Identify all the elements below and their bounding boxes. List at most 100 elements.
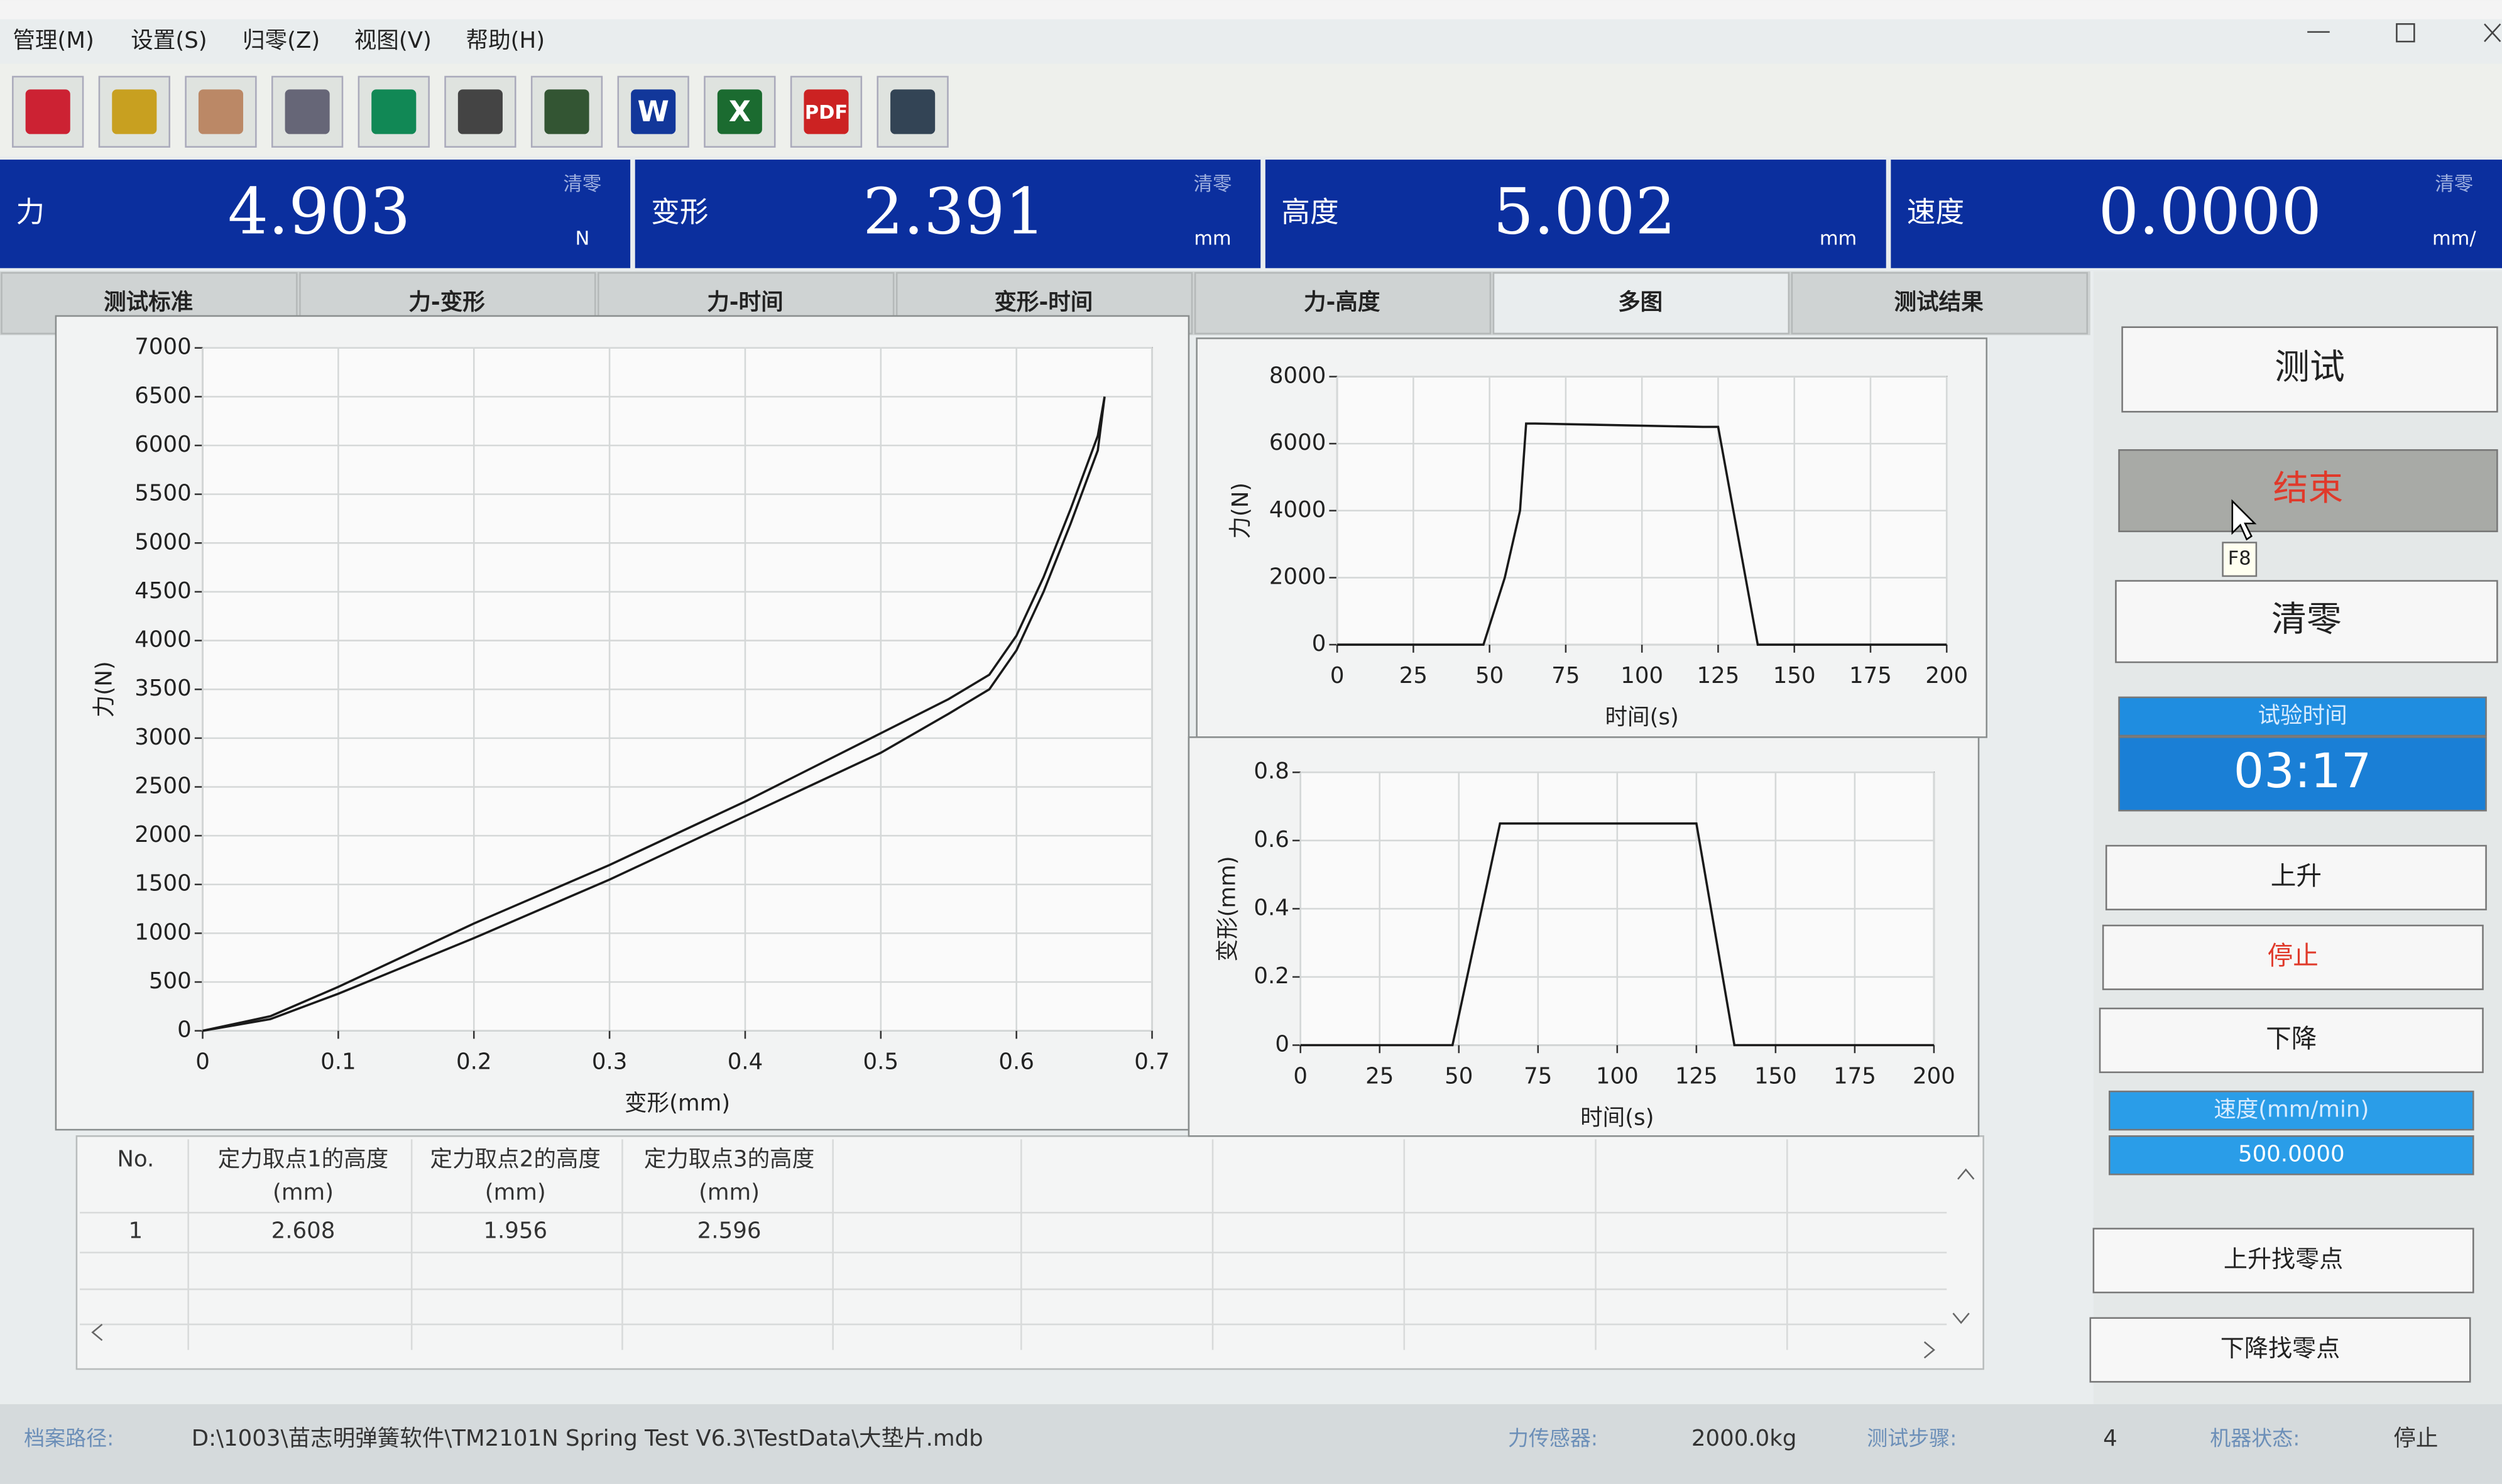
x-tick-label: 25	[1399, 663, 1428, 689]
title-bar	[0, 0, 2502, 19]
tab-label: 多图	[1618, 290, 1663, 315]
menu-item[interactable]: 帮助(H)	[466, 28, 545, 53]
button-label: 清零	[2271, 599, 2342, 640]
speed-value-label: 500.0000	[2238, 1142, 2345, 1167]
y-tick-label: 0	[1275, 1032, 1289, 1057]
maximize-button[interactable]	[2396, 23, 2415, 43]
status-bar	[0, 1404, 2502, 1484]
button-label: 上升	[2271, 861, 2322, 891]
readout-value: 2.391	[863, 175, 1046, 249]
scroll-right[interactable]	[1923, 1341, 1935, 1359]
button[interactable]	[2102, 924, 2484, 990]
tab-label: 测试结果	[1894, 290, 1984, 315]
status-label: 档案路径:	[24, 1426, 114, 1450]
y-tick-label: 500	[149, 968, 192, 994]
readout-value: 4.903	[228, 175, 411, 249]
readout-label: 高度	[1281, 195, 1338, 229]
menu-item[interactable]: 视图(V)	[354, 28, 432, 53]
readout-unit: mm/	[2432, 228, 2476, 250]
y-tick-label: 2500	[134, 773, 191, 799]
x-tick-label: 125	[1675, 1063, 1718, 1089]
toolbar-label: W	[637, 95, 669, 128]
readout-clear[interactable]: 清零	[563, 173, 601, 195]
table-cell: 1	[129, 1218, 143, 1244]
x-tick-label: 100	[1596, 1063, 1639, 1089]
readout-clear[interactable]: 清零	[1194, 173, 1232, 195]
speed-header	[2109, 1090, 2474, 1131]
status-value: 2000.0kg	[1691, 1426, 1797, 1451]
button[interactable]	[2121, 326, 2498, 413]
table-header: 定力取点1的高度	[218, 1146, 388, 1172]
x-tick-label: 0.3	[592, 1049, 628, 1074]
tooltip	[2222, 542, 2258, 577]
readout-value: 5.002	[1493, 175, 1676, 249]
button[interactable]	[2092, 1228, 2474, 1294]
tab[interactable]	[1194, 272, 1492, 335]
y-tick-label: 5500	[134, 481, 191, 506]
x-tick-label: 125	[1697, 663, 1740, 689]
readout-value: 0.0000	[2099, 175, 2322, 249]
toolbar-icon	[198, 89, 244, 134]
button-label: 停止	[2268, 941, 2319, 971]
tab-label: 变形-时间	[994, 290, 1093, 315]
menu-item[interactable]: 管理(M)	[13, 28, 94, 53]
y-tick-label: 6500	[134, 383, 191, 408]
close-button[interactable]	[2484, 23, 2501, 42]
table-header-unit: (mm)	[699, 1180, 760, 1206]
button[interactable]	[2118, 449, 2498, 533]
table-cell: 1.956	[483, 1218, 547, 1244]
x-tick-label: 0.5	[863, 1049, 899, 1074]
tooltip-label: F8	[2228, 548, 2251, 570]
y-tick-label: 3500	[134, 675, 191, 701]
y-tick-label: 0.2	[1254, 963, 1289, 989]
y-tick-label: 4000	[134, 627, 191, 653]
timer-header	[2118, 696, 2487, 737]
readout-label: 变形	[651, 195, 708, 229]
button[interactable]	[2099, 1007, 2484, 1073]
x-tick-label: 75	[1524, 1063, 1552, 1089]
y-tick-label: 2000	[134, 822, 191, 848]
x-tick-label: 175	[1833, 1063, 1876, 1089]
x-tick-label: 0	[195, 1049, 210, 1074]
status-value: 停止	[2393, 1426, 2438, 1451]
toolbar-label: X	[729, 95, 751, 128]
toolbar-icon	[890, 89, 936, 134]
data-line	[202, 396, 1106, 1032]
readout-panel	[0, 160, 631, 268]
button[interactable]	[2115, 580, 2498, 663]
tab[interactable]	[1492, 272, 1790, 335]
readout-label: 力	[16, 195, 45, 229]
scroll-left[interactable]	[91, 1323, 103, 1341]
x-tick-label: 150	[1754, 1063, 1797, 1089]
button[interactable]	[2105, 844, 2487, 910]
tab-label: 力-变形	[408, 290, 485, 315]
y-tick-label: 4000	[1269, 497, 1326, 523]
x-tick-label: 75	[1551, 663, 1580, 689]
readout-panel	[1891, 160, 2502, 268]
readout-unit: N	[576, 228, 590, 250]
table-cell: 2.608	[271, 1218, 336, 1244]
status-label: 力传感器:	[1508, 1426, 1598, 1450]
tab[interactable]	[1791, 272, 2088, 335]
speed-value	[2109, 1135, 2474, 1176]
scroll-up[interactable]	[1957, 1168, 1975, 1180]
readout-clear[interactable]: 清零	[2435, 173, 2473, 195]
x-axis-label: 变形(mm)	[625, 1090, 730, 1116]
x-tick-label: 100	[1620, 663, 1663, 689]
menu-item[interactable]: 设置(S)	[131, 28, 207, 53]
toolbar-icon	[457, 89, 503, 134]
x-tick-label: 0.1	[320, 1049, 356, 1074]
y-tick-label: 3000	[134, 724, 191, 750]
readout-unit: mm	[1820, 228, 1857, 250]
x-tick-label: 0	[1293, 1063, 1308, 1089]
menu-item[interactable]: 归零(Z)	[243, 28, 320, 53]
table-header: No.	[117, 1146, 154, 1172]
y-tick-label: 0.6	[1254, 827, 1289, 853]
button[interactable]	[2089, 1317, 2471, 1383]
x-axis-label: 时间(s)	[1605, 704, 1679, 730]
x-tick-label: 0.4	[728, 1049, 763, 1074]
toolbar-icon	[112, 89, 157, 134]
x-tick-label: 50	[1475, 663, 1504, 689]
scroll-down[interactable]	[1952, 1312, 1970, 1324]
